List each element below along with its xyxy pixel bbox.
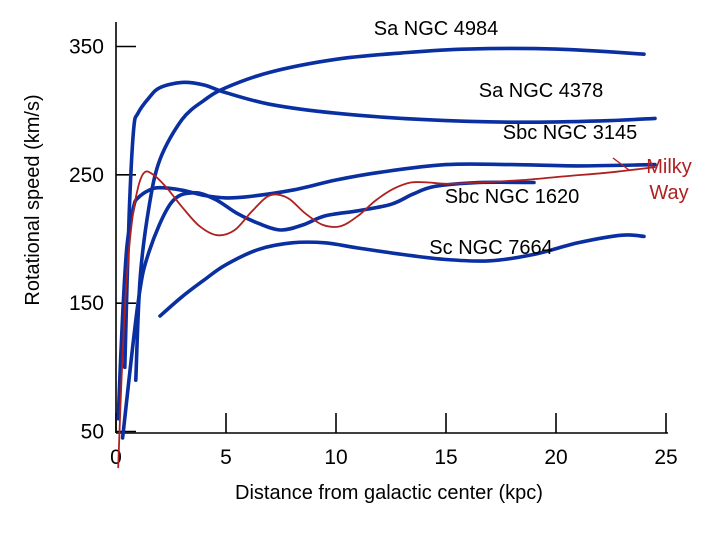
x-tick-label-0: 0	[110, 446, 122, 469]
series-label-sbc-ngc-3145: Sbc NGC 3145	[503, 122, 638, 144]
series-labels: Sa NGC 4984 Sa NGC 4378 Sbc NGC 3145 Sbc NG…	[374, 18, 692, 259]
y-tick-label-350: 350	[69, 36, 104, 59]
x-tick-label-15: 15	[434, 446, 457, 469]
x-tick-label-5: 5	[220, 446, 232, 469]
curve-sbc-ngc-3145	[116, 162, 657, 421]
axes: 0 5 10 15 20 25 50 150 250 350	[69, 22, 678, 469]
x-tick-label-20: 20	[544, 446, 567, 469]
y-tick-label-50: 50	[81, 421, 104, 444]
curve-sc-ngc-7664	[158, 233, 646, 318]
series-label-sa-ngc-4378: Sa NGC 4378	[479, 80, 604, 102]
series-label-sc-ngc-7664: Sc NGC 7664	[429, 237, 552, 259]
y-tick-label-150: 150	[69, 292, 104, 315]
milky-way-leader-line	[612, 157, 630, 171]
x-tick-label-10: 10	[324, 446, 347, 469]
series-label-sa-ngc-4984: Sa NGC 4984	[374, 18, 499, 40]
curve-sbc-ngc-1620	[120, 180, 536, 440]
y-axis-title: Rotational speed (km/s)	[22, 94, 44, 305]
curve-sa-ngc-4984	[134, 46, 646, 382]
series-label-sbc-ngc-1620: Sbc NGC 1620	[445, 186, 580, 208]
x-tick-label-25: 25	[654, 446, 677, 469]
plot-curves	[116, 46, 657, 469]
curve-milky-way	[117, 166, 656, 469]
x-axis-title: Distance from galactic center (kpc)	[235, 482, 543, 504]
series-label-line: Way	[649, 182, 688, 204]
series-label-milky-way: Milky Way	[646, 156, 692, 204]
series-label-line: Milky	[646, 156, 692, 178]
y-tick-label-250: 250	[69, 164, 104, 187]
curve-sa-ngc-4378	[123, 80, 657, 370]
